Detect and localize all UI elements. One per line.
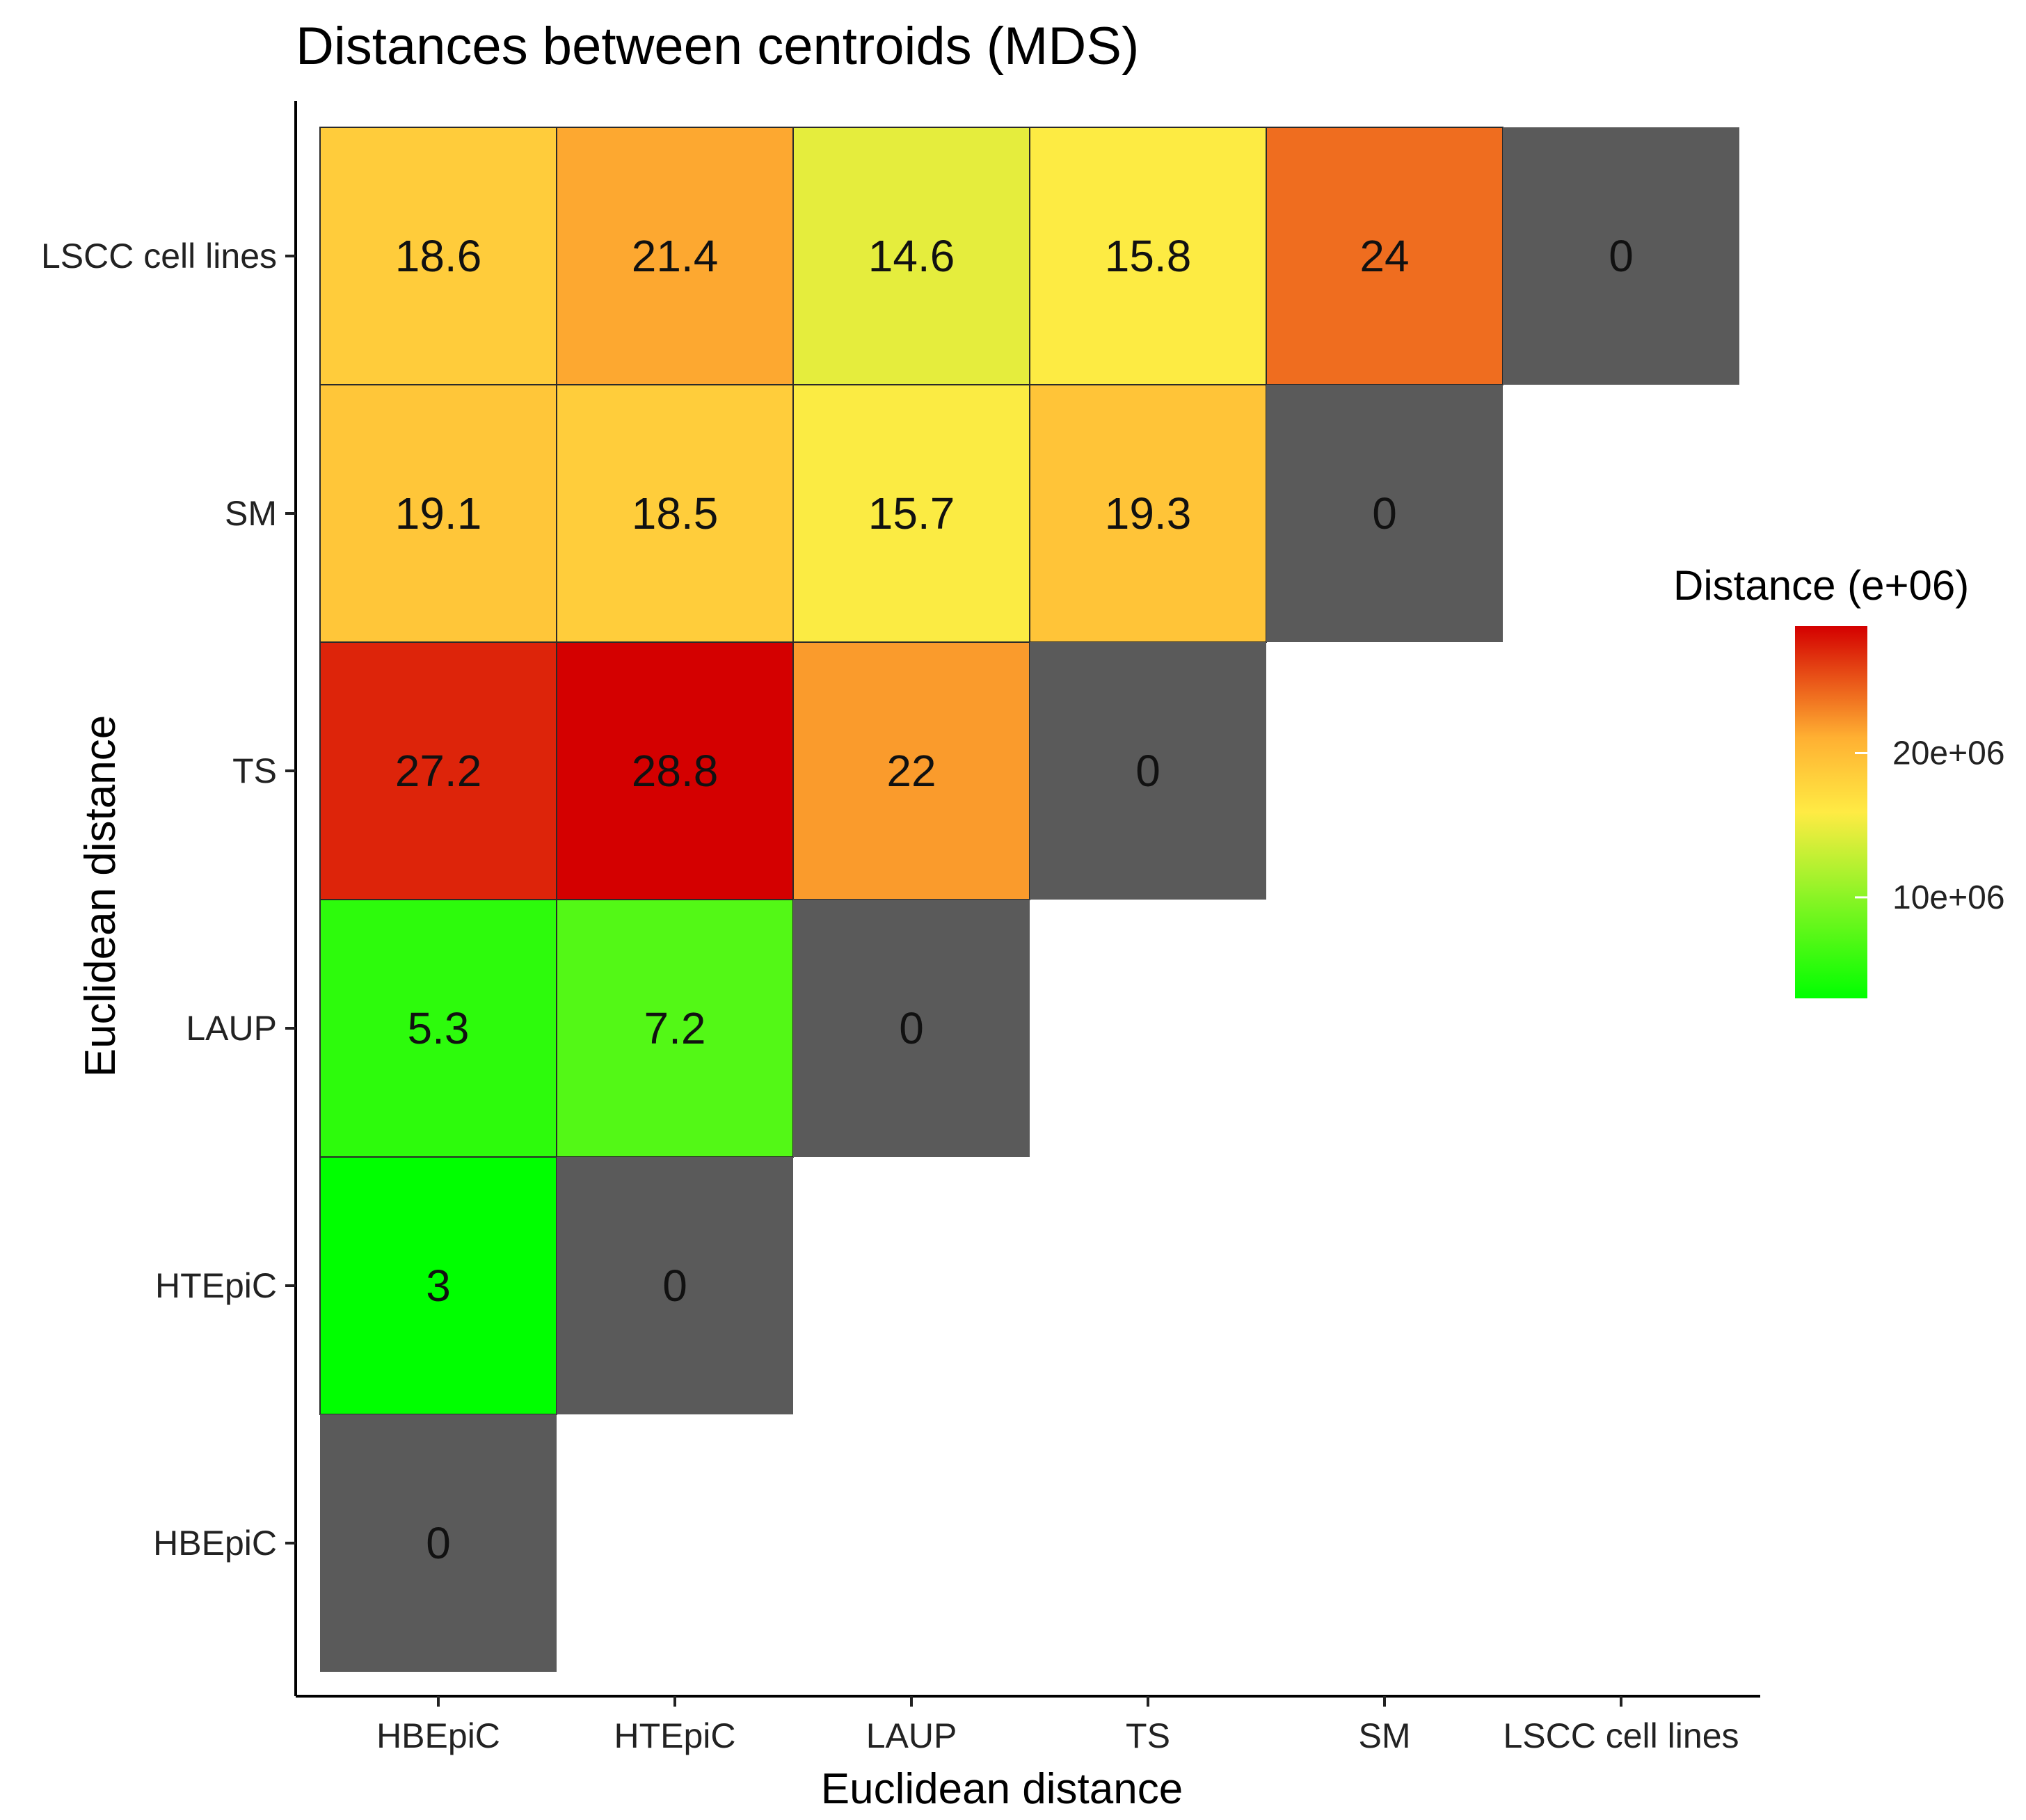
heatmap-cell bbox=[557, 1157, 793, 1414]
legend-ticks: 20e+06 10e+06 bbox=[1855, 735, 2005, 916]
heatmap-cell bbox=[1030, 642, 1266, 900]
heatmap-cell bbox=[556, 127, 794, 385]
cell-value-label: 18.5 bbox=[632, 488, 719, 538]
heatmap-cell bbox=[320, 1414, 557, 1672]
x-tick-label: LAUP bbox=[866, 1716, 957, 1755]
heatmap-cell bbox=[556, 899, 794, 1158]
y-tick-label: LSCC cell lines bbox=[41, 237, 277, 276]
heatmap-cell bbox=[319, 899, 557, 1158]
cell-value-label: 21.4 bbox=[632, 231, 719, 281]
x-ticks: HBEpiC HTEpiC LAUP TS SM LSCC cell lines bbox=[376, 1696, 1739, 1755]
heatmap-cell bbox=[792, 127, 1030, 385]
y-tick-label: SM bbox=[225, 494, 277, 533]
chart-title: Distances between centroids (MDS) bbox=[296, 17, 1139, 76]
cell-value-label: 15.8 bbox=[1105, 231, 1192, 281]
cell-value-label: 5.3 bbox=[408, 1003, 470, 1053]
legend-title: Distance (e+06) bbox=[1673, 562, 1969, 609]
heatmap-cell bbox=[1266, 385, 1503, 642]
heatmap-cell bbox=[556, 384, 794, 643]
cell-value-label: 0 bbox=[426, 1518, 451, 1568]
heatmap-cell bbox=[1029, 384, 1267, 643]
heatmap-cell bbox=[793, 900, 1030, 1157]
heatmap-cell bbox=[556, 641, 794, 900]
cell-value-label: 3 bbox=[426, 1261, 451, 1311]
y-tick-label: TS bbox=[232, 751, 277, 790]
y-tick-label: HBEpiC bbox=[153, 1524, 277, 1563]
heatmap-cell bbox=[1503, 127, 1739, 385]
cell-value-label: 0 bbox=[662, 1261, 687, 1311]
cell-value-label: 19.3 bbox=[1105, 488, 1192, 538]
heatmap-cell bbox=[319, 127, 557, 385]
cell-value-label: 27.2 bbox=[395, 746, 482, 796]
heatmap-cell-labels: 18.6 21.4 14.6 15.8 24 0 19.1 18.5 15.7 19.3 0 27.2… bbox=[395, 231, 1634, 1568]
y-ticks: HBEpiC HTEpiC LAUP TS SM LSCC cell lines bbox=[41, 237, 296, 1563]
heatmap-cells bbox=[319, 127, 1739, 1672]
x-tick-label: HBEpiC bbox=[376, 1716, 500, 1755]
x-axis-label: Euclidean distance bbox=[821, 1765, 1183, 1813]
legend-tick-label: 10e+06 bbox=[1892, 879, 2005, 916]
heatmap-cell bbox=[1266, 127, 1503, 385]
cell-value-label: 0 bbox=[899, 1003, 924, 1053]
cell-value-label: 0 bbox=[1372, 488, 1397, 538]
heatmap-cell bbox=[792, 384, 1030, 643]
cell-value-label: 28.8 bbox=[632, 746, 719, 796]
cell-value-label: 19.1 bbox=[395, 488, 482, 538]
x-tick-label: LSCC cell lines bbox=[1503, 1716, 1739, 1755]
heatmap-cell bbox=[319, 641, 557, 900]
x-tick-label: TS bbox=[1126, 1716, 1170, 1755]
y-tick-label: LAUP bbox=[186, 1009, 277, 1048]
y-axis-label: Euclidean distance bbox=[77, 715, 125, 1077]
axes bbox=[294, 101, 1760, 1698]
y-tick-label: HTEpiC bbox=[155, 1266, 277, 1305]
cell-value-label: 7.2 bbox=[644, 1003, 706, 1053]
cell-value-label: 0 bbox=[1609, 231, 1634, 281]
cell-value-label: 18.6 bbox=[395, 231, 482, 281]
cell-value-label: 22 bbox=[886, 746, 936, 796]
heatmap-cell bbox=[319, 384, 557, 643]
heatmap-cell bbox=[1029, 127, 1267, 385]
heatmap-cell bbox=[319, 1156, 557, 1415]
cell-value-label: 15.7 bbox=[868, 488, 955, 538]
legend-colorbar bbox=[1795, 626, 1867, 998]
cell-value-label: 0 bbox=[1135, 746, 1160, 796]
x-tick-label: SM bbox=[1359, 1716, 1411, 1755]
legend-tick-label: 20e+06 bbox=[1892, 735, 2005, 772]
cell-value-label: 24 bbox=[1359, 231, 1409, 281]
cell-value-label: 14.6 bbox=[868, 231, 955, 281]
x-tick-label: HTEpiC bbox=[614, 1716, 735, 1755]
heatmap-cell bbox=[792, 641, 1030, 900]
